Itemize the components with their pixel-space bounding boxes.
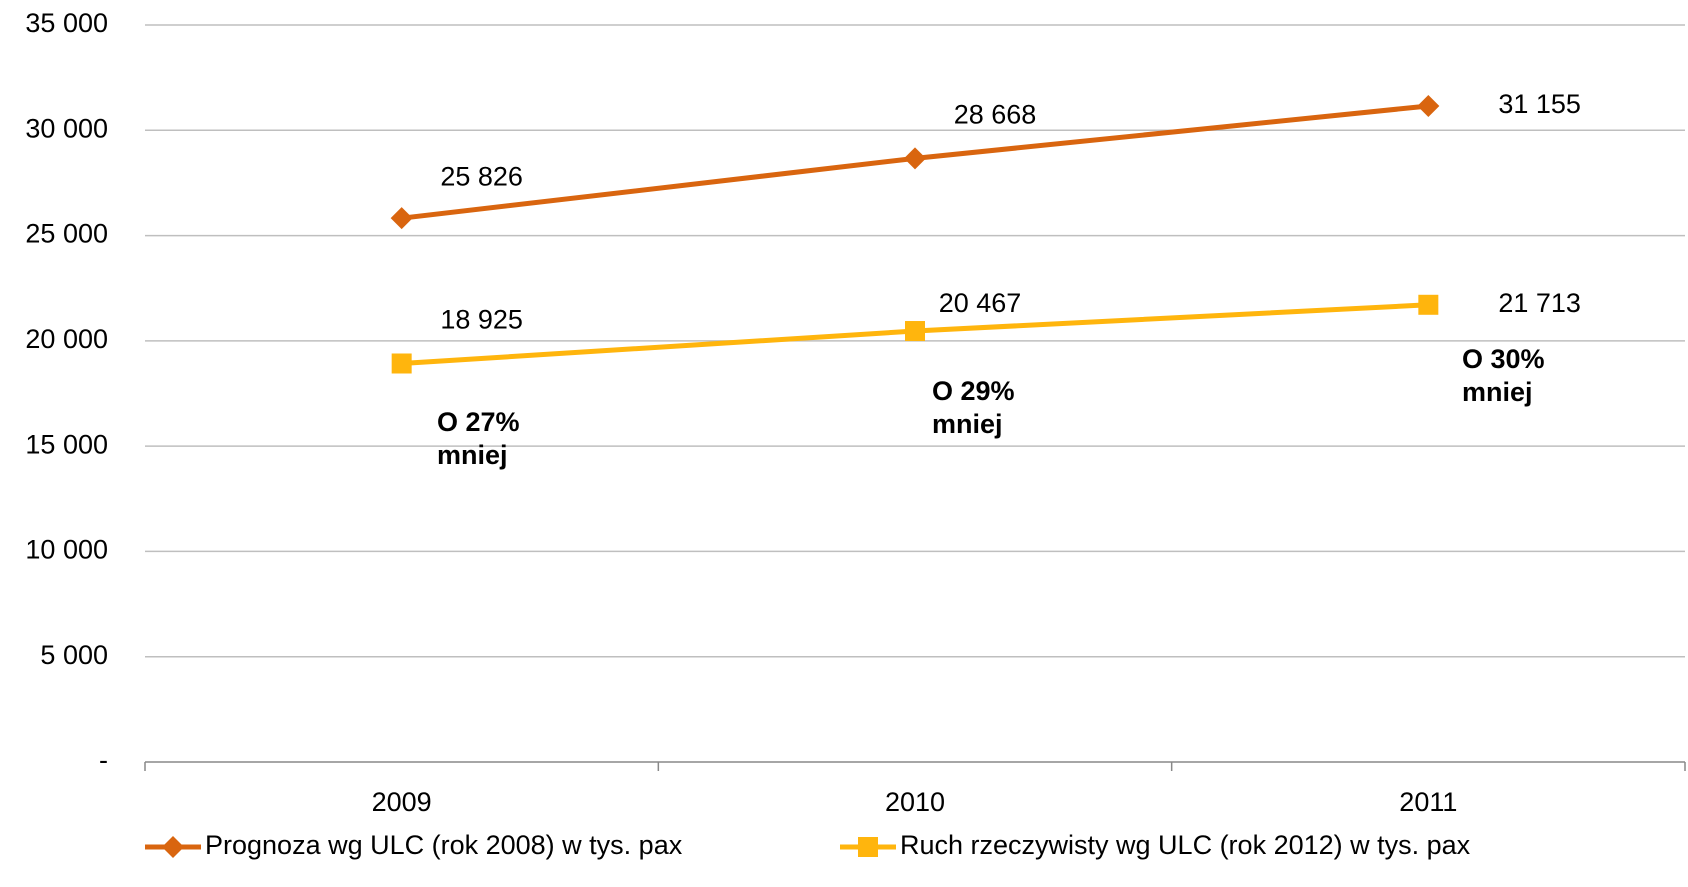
y-tick-label: 35 000 [25,8,108,38]
y-tick-label: 5 000 [40,640,108,670]
y-tick-label: 15 000 [25,429,108,459]
annotation: O 27% [437,407,520,437]
y-tick-label: 30 000 [25,113,108,143]
marker [390,207,413,230]
annotation: mniej [437,440,508,470]
data-label: 21 713 [1498,288,1581,318]
x-tick-label: 2011 [1399,787,1457,817]
legend-label: Prognoza wg ULC (rok 2008) w tys. pax [205,830,683,860]
annotation: mniej [932,409,1003,439]
data-label: 28 668 [954,99,1037,129]
marker [1418,294,1439,315]
annotation: O 29% [932,376,1015,406]
y-tick-label: 10 000 [25,535,108,565]
y-tick-label: 20 000 [25,324,108,354]
marker [1417,94,1440,117]
data-label: 31 155 [1498,89,1581,119]
data-label: 25 826 [440,161,523,191]
data-label: 20 467 [939,288,1022,318]
y-tick-label: - [99,745,108,775]
annotation: mniej [1462,377,1533,407]
legend-marker [162,836,184,858]
marker [391,353,412,374]
marker [905,321,925,342]
legend-label: Ruch rzeczywisty wg ULC (rok 2012) w tys… [900,830,1471,860]
x-tick-label: 2009 [372,787,432,817]
legend-marker [858,837,878,857]
x-tick-label: 2010 [885,787,945,817]
data-label: 18 925 [440,305,523,335]
marker [904,147,926,170]
y-tick-label: 25 000 [25,219,108,249]
annotation: O 30% [1462,344,1545,374]
